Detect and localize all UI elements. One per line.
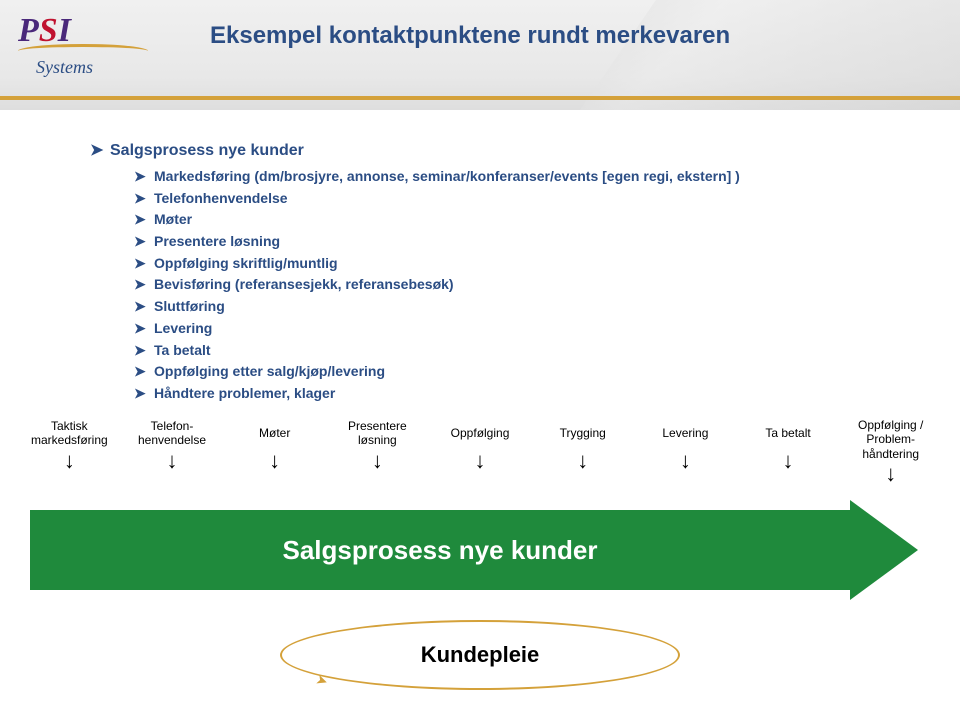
- down-arrow-icon: ↓: [64, 450, 75, 472]
- process-step-label: Presentereløsning: [348, 418, 407, 448]
- triangle-icon: ➤: [134, 231, 154, 253]
- process-step: Trygging ↓: [531, 418, 634, 472]
- process-step-label: Levering: [662, 418, 708, 448]
- process-step: Oppfølging /Problem-håndtering ↓: [839, 418, 942, 485]
- bullet-text: Presentere løsning: [154, 233, 280, 249]
- process-step: Taktiskmarkedsføring ↓: [18, 418, 121, 472]
- process-step: Møter ↓: [223, 418, 326, 472]
- process-step: Presentereløsning ↓: [326, 418, 429, 472]
- bullet-item: ➤Markedsføring (dm/brosjyre, annonse, se…: [134, 166, 920, 188]
- logo-letter-i: I: [58, 12, 71, 49]
- logo-subtitle: Systems: [36, 58, 148, 76]
- bullet-text: Telefonhenvendelse: [154, 190, 288, 206]
- down-arrow-icon: ↓: [783, 450, 794, 472]
- bullet-text: Håndtere problemer, klager: [154, 385, 335, 401]
- down-arrow-icon: ↓: [372, 450, 383, 472]
- down-arrow-icon: ↓: [167, 450, 178, 472]
- process-step-row: Taktiskmarkedsføring ↓ Telefon-henvendel…: [18, 418, 942, 485]
- down-arrow-icon: ↓: [577, 450, 588, 472]
- bullet-item: ➤Oppfølging etter salg/kjøp/levering: [134, 361, 920, 383]
- process-arrow-text: Salgsprosess nye kunder: [282, 535, 597, 566]
- bullet-top: ➤Salgsprosess nye kunder: [90, 140, 920, 160]
- triangle-icon: ➤: [134, 188, 154, 210]
- bullet-text: Oppfølging skriftlig/muntlig: [154, 255, 338, 271]
- sub-bullet-list: ➤Markedsføring (dm/brosjyre, annonse, se…: [134, 166, 920, 405]
- logo-letter-p: P: [18, 12, 39, 49]
- bullet-text: Oppfølging etter salg/kjøp/levering: [154, 363, 385, 379]
- triangle-icon: ➤: [134, 340, 154, 362]
- process-step-label: Telefon-henvendelse: [138, 418, 206, 448]
- process-step-label: Ta betalt: [765, 418, 810, 448]
- bullet-text: Levering: [154, 320, 212, 336]
- bullet-text: Bevisføring (referansesjekk, referansebe…: [154, 276, 454, 292]
- triangle-icon: ➤: [134, 274, 154, 296]
- logo: PSI Systems: [18, 14, 148, 76]
- triangle-icon: ➤: [134, 209, 154, 231]
- bullet-item: ➤Møter: [134, 209, 920, 231]
- bullet-text: Ta betalt: [154, 342, 211, 358]
- slide-title: Eksempel kontaktpunktene rundt merkevare…: [210, 22, 730, 50]
- process-step-label: Oppfølging: [451, 418, 510, 448]
- customer-care-oval: Kundepleie: [280, 620, 680, 690]
- customer-care-text: Kundepleie: [421, 642, 540, 668]
- process-step-label: Trygging: [560, 418, 606, 448]
- triangle-icon: ➤: [134, 253, 154, 275]
- process-step: Telefon-henvendelse ↓: [121, 418, 224, 472]
- slide-header: PSI Systems Eksempel kontaktpunktene run…: [0, 0, 960, 110]
- triangle-icon: ➤: [134, 296, 154, 318]
- bullet-top-text: Salgsprosess nye kunder: [110, 142, 304, 159]
- process-step-label: Taktiskmarkedsføring: [31, 418, 108, 448]
- process-step-label: Møter: [259, 418, 290, 448]
- process-step: Ta betalt ↓: [737, 418, 840, 472]
- process-step: Oppfølging ↓: [429, 418, 532, 472]
- triangle-icon: ➤: [134, 383, 154, 405]
- triangle-icon: ➤: [134, 166, 154, 188]
- triangle-icon: ➤: [134, 361, 154, 383]
- header-bg-photo: [580, 0, 960, 110]
- triangle-icon: ➤: [90, 140, 110, 160]
- bullet-text: Møter: [154, 211, 192, 227]
- bullet-item: ➤Presentere løsning: [134, 231, 920, 253]
- process-arrow-shape: Salgsprosess nye kunder: [30, 500, 930, 600]
- content-area: ➤Salgsprosess nye kunder ➤Markedsføring …: [0, 110, 960, 405]
- bullet-item: ➤Levering: [134, 318, 920, 340]
- bullet-item: ➤Oppfølging skriftlig/muntlig: [134, 253, 920, 275]
- logo-main: PSI: [18, 14, 148, 48]
- bullet-item: ➤Håndtere problemer, klager: [134, 383, 920, 405]
- process-step: Levering ↓: [634, 418, 737, 472]
- customer-care-oval-wrap: Kundepleie ➤: [280, 620, 680, 690]
- logo-letter-s: S: [39, 12, 58, 49]
- down-arrow-icon: ↓: [885, 463, 896, 485]
- process-step-label: Oppfølging /Problem-håndtering: [858, 418, 923, 461]
- bullet-item: ➤Sluttføring: [134, 296, 920, 318]
- down-arrow-icon: ↓: [269, 450, 280, 472]
- header-divider: [0, 96, 960, 100]
- down-arrow-icon: ↓: [475, 450, 486, 472]
- bullet-item: ➤Ta betalt: [134, 340, 920, 362]
- bullet-text: Sluttføring: [154, 298, 225, 314]
- process-arrow-head-icon: [850, 500, 918, 600]
- process-arrow-body: Salgsprosess nye kunder: [30, 510, 850, 590]
- down-arrow-icon: ↓: [680, 450, 691, 472]
- triangle-icon: ➤: [134, 318, 154, 340]
- bullet-item: ➤Telefonhenvendelse: [134, 188, 920, 210]
- bullet-item: ➤Bevisføring (referansesjekk, referanseb…: [134, 274, 920, 296]
- bullet-text: Markedsføring (dm/brosjyre, annonse, sem…: [154, 168, 740, 184]
